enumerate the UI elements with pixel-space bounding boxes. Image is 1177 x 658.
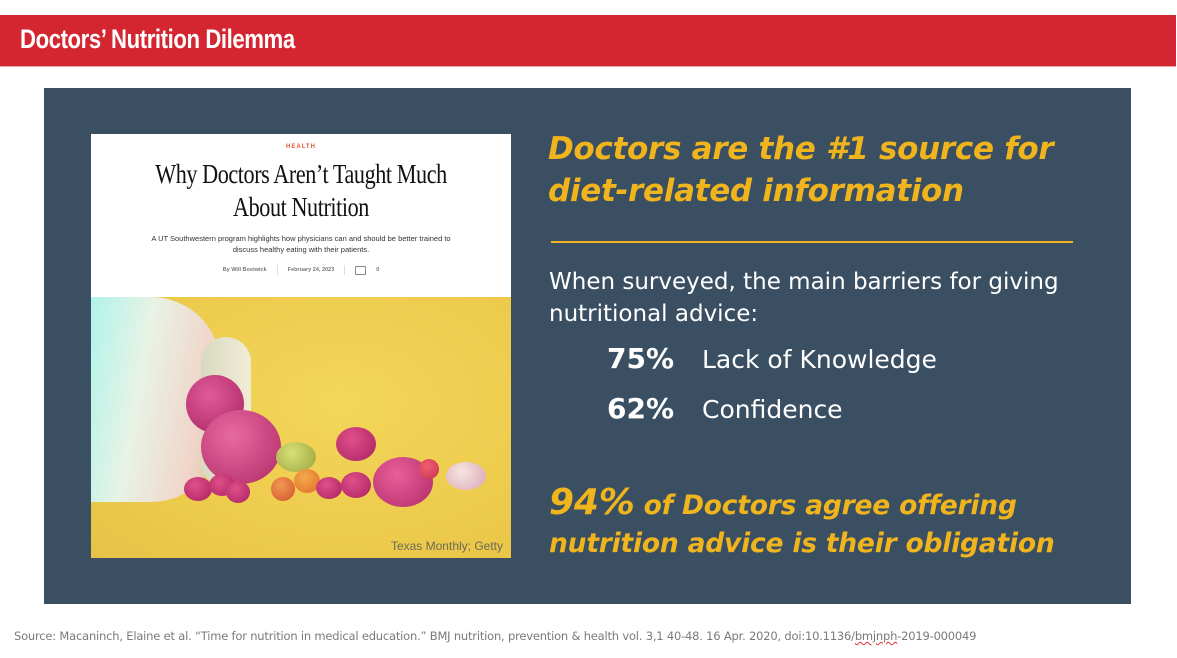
fruit-illustration bbox=[184, 477, 212, 501]
fruit-illustration bbox=[336, 427, 376, 461]
article-deck: A UT Southwestern program highlights how… bbox=[151, 234, 451, 254]
stat-row-confidence: 62% Confidence bbox=[607, 392, 843, 425]
article-header: HEALTH Why Doctors Aren’t Taught Much Ab… bbox=[91, 134, 511, 297]
meta-divider bbox=[344, 265, 346, 275]
fruit-illustration bbox=[226, 481, 250, 503]
fruit-illustration bbox=[419, 459, 439, 479]
stat-percent: 75% bbox=[607, 342, 675, 375]
obligation-statement: 94% of Doctors agree offering nutrition … bbox=[549, 484, 1129, 563]
fruit-illustration bbox=[201, 410, 281, 484]
comment-icon bbox=[355, 265, 367, 275]
source-text-end: -2019-000049 bbox=[897, 629, 977, 643]
fruit-illustration bbox=[271, 477, 295, 501]
article-category-tag: HEALTH bbox=[286, 144, 316, 150]
slide-title: Doctors’ Nutrition Dilemma bbox=[20, 24, 295, 54]
meta-divider bbox=[276, 265, 278, 275]
article-author: By Will Bostwick bbox=[222, 267, 267, 273]
article-headline: Why Doctors Aren’t Taught Much About Nut… bbox=[155, 159, 447, 222]
content-panel: HEALTH Why Doctors Aren’t Taught Much Ab… bbox=[44, 88, 1131, 604]
stat-label: Confidence bbox=[702, 395, 843, 424]
article-screenshot: HEALTH Why Doctors Aren’t Taught Much Ab… bbox=[91, 134, 511, 558]
comment-count: 0 bbox=[376, 267, 380, 273]
survey-intro-text: When surveyed, the main barriers for giv… bbox=[549, 269, 1059, 327]
article-meta: By Will Bostwick February 24, 2023 0 bbox=[91, 265, 511, 275]
article-hero-image: Texas Monthly; Getty bbox=[91, 297, 511, 558]
fruit-illustration bbox=[316, 477, 342, 499]
headline-divider bbox=[551, 241, 1073, 243]
obligation-percent: 94% bbox=[549, 482, 635, 523]
source-citation: Source: Macaninch, Elaine et al. “Time f… bbox=[14, 629, 976, 643]
fruit-illustration bbox=[294, 469, 320, 493]
title-bar: Doctors’ Nutrition Dilemma bbox=[0, 15, 1176, 67]
source-text: Source: Macaninch, Elaine et al. “Time f… bbox=[14, 629, 855, 643]
article-date: February 24, 2023 bbox=[287, 267, 335, 273]
image-credit: Texas Monthly; Getty bbox=[390, 539, 503, 553]
stat-label: Lack of Knowledge bbox=[702, 345, 937, 374]
fruit-illustration bbox=[341, 472, 371, 498]
spellcheck-flagged-word: bmjnph bbox=[854, 629, 898, 643]
fruit-illustration bbox=[446, 462, 486, 490]
key-headline: Doctors are the #1 source for diet-relat… bbox=[548, 131, 1054, 209]
stat-row-knowledge: 75% Lack of Knowledge bbox=[607, 342, 937, 375]
stat-percent: 62% bbox=[607, 392, 675, 425]
fruit-illustration bbox=[276, 442, 316, 472]
obligation-text: of Doctors agree offering nutrition advi… bbox=[549, 490, 1055, 559]
